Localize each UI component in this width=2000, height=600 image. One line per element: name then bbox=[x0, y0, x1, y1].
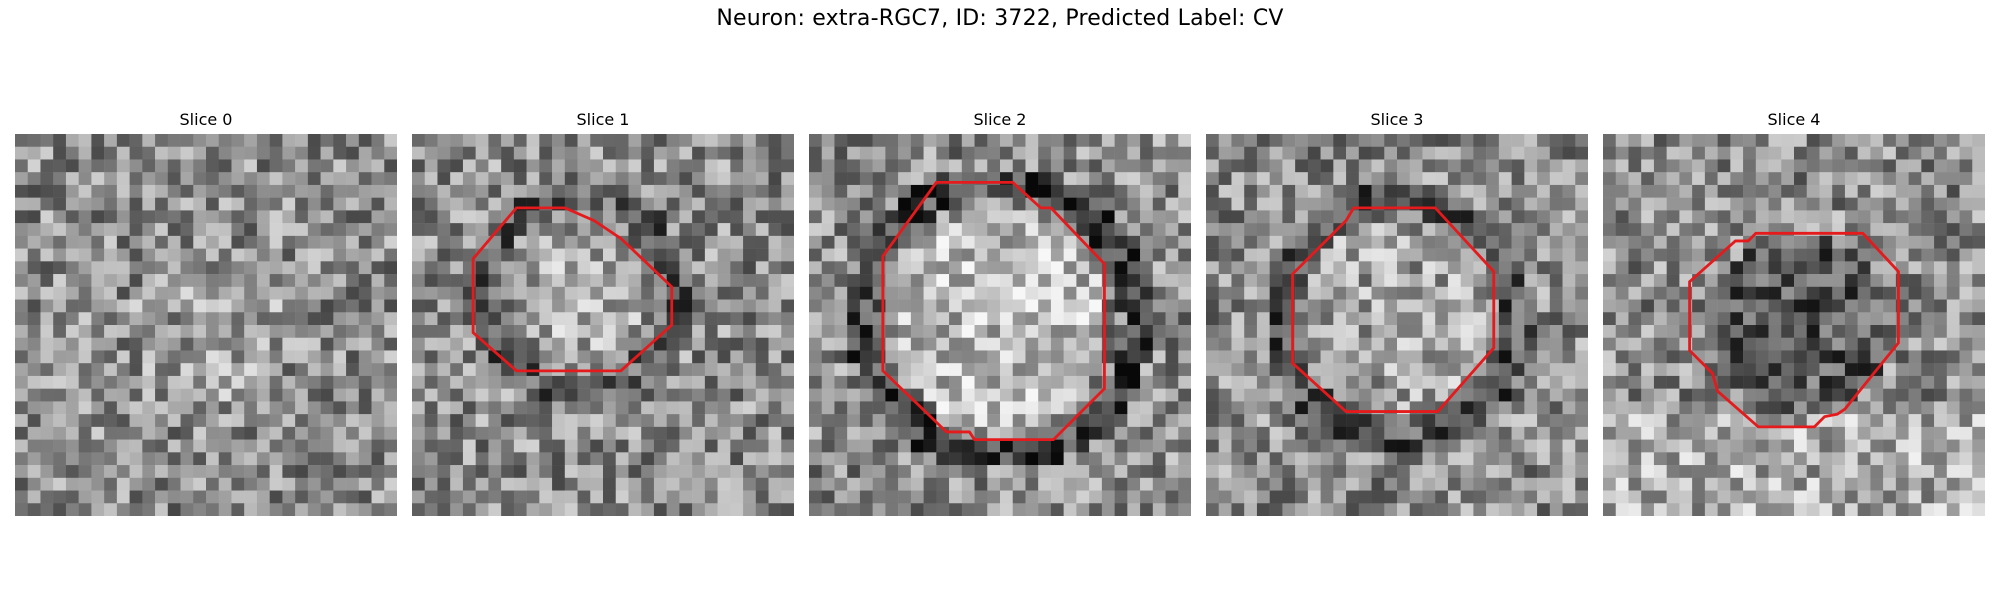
roi-outline-3 bbox=[1291, 206, 1496, 413]
slice-panel-0: Slice 0 bbox=[15, 110, 397, 516]
slice-image-2 bbox=[809, 134, 1191, 516]
roi-outline-2 bbox=[881, 180, 1106, 442]
roi-outline-1 bbox=[471, 206, 674, 373]
slice-title-3: Slice 3 bbox=[1370, 110, 1424, 129]
slice-title-4: Slice 4 bbox=[1767, 110, 1821, 129]
slice-panel-2: Slice 2 bbox=[809, 110, 1191, 516]
slice-panel-4: Slice 4 bbox=[1603, 110, 1985, 516]
roi-outline-4 bbox=[1688, 231, 1900, 429]
slice-title-0: Slice 0 bbox=[179, 110, 233, 129]
slice-image-0 bbox=[15, 134, 397, 516]
slice-panel-1: Slice 1 bbox=[412, 110, 794, 516]
slice-title-1: Slice 1 bbox=[576, 110, 630, 129]
slice-image-4 bbox=[1603, 134, 1985, 516]
slice-panel-3: Slice 3 bbox=[1206, 110, 1588, 516]
figure-title: Neuron: extra-RGC7, ID: 3722, Predicted … bbox=[716, 6, 1284, 31]
slice-title-2: Slice 2 bbox=[973, 110, 1027, 129]
slice-image-1 bbox=[412, 134, 794, 516]
slice-image-3 bbox=[1206, 134, 1588, 516]
